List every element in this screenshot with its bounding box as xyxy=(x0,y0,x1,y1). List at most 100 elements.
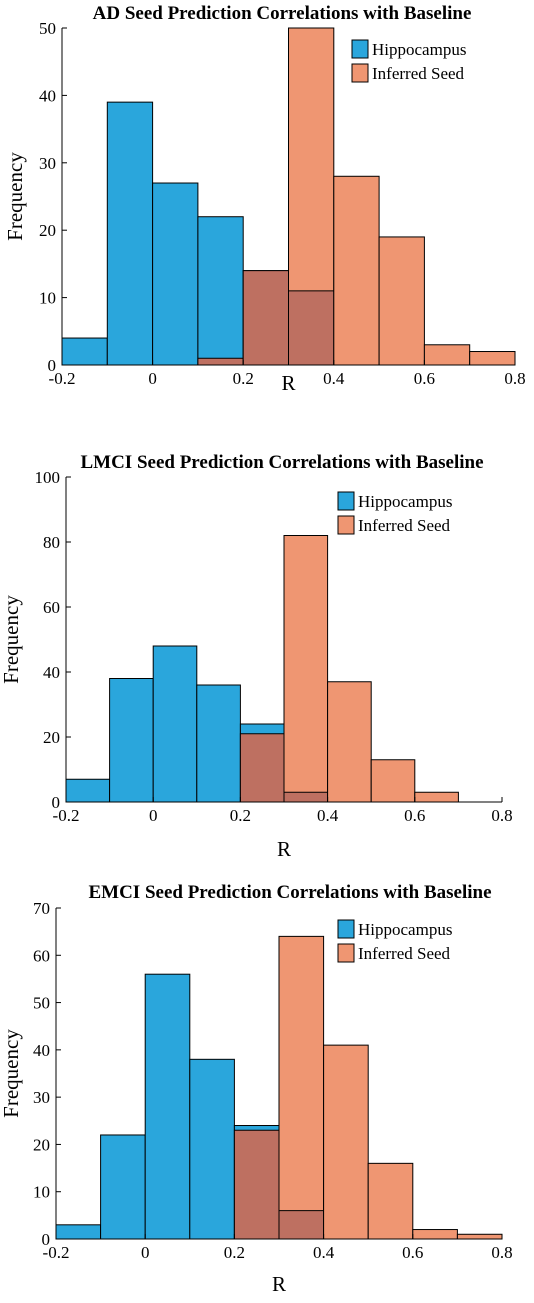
x-axis-label: R xyxy=(281,371,295,395)
overlap-bar xyxy=(278,1210,325,1240)
y-tick-label: 0 xyxy=(42,1230,51,1249)
x-tick-label: 0.8 xyxy=(504,369,525,388)
inferred-seed-bar xyxy=(423,344,471,366)
legend-swatch xyxy=(351,39,369,59)
hippocampus-bar xyxy=(152,182,199,366)
chart-title: AD Seed Prediction Correlations with Bas… xyxy=(93,3,472,24)
inferred-seed-bar xyxy=(456,1233,503,1240)
y-tick-label: 10 xyxy=(39,289,56,308)
x-tick-label: -0.2 xyxy=(53,806,80,825)
hippocampus-bar xyxy=(152,645,198,803)
x-tick-label: 0.4 xyxy=(317,806,339,825)
y-tick-label: 20 xyxy=(33,1135,50,1154)
x-tick-label: 0.6 xyxy=(402,1243,423,1262)
inferred-seed-bar xyxy=(283,535,329,803)
legend-label: Inferred Seed xyxy=(358,516,451,535)
bars xyxy=(55,935,503,1240)
x-tick-label: 0.6 xyxy=(414,369,435,388)
hippocampus-bar xyxy=(109,678,154,803)
x-tick-label: 0.2 xyxy=(230,806,251,825)
overlap-bar xyxy=(283,791,329,803)
legend-label: Hippocampus xyxy=(372,40,466,59)
y-tick-label: 30 xyxy=(39,154,56,173)
inferred-seed-bar xyxy=(327,681,372,803)
chart-title: EMCI Seed Prediction Correlations with B… xyxy=(88,882,491,903)
y-tick-label: 30 xyxy=(33,1088,50,1107)
hippocampus-bar xyxy=(189,1058,235,1240)
inferred-seed-bar xyxy=(367,1162,414,1240)
legend: Hippocampus Inferred Seed xyxy=(337,919,452,963)
y-tick-label: 0 xyxy=(48,356,57,375)
y-tick-label: 100 xyxy=(35,468,61,487)
hippocampus-bar xyxy=(144,973,191,1240)
inferred-seed-bar xyxy=(412,1229,458,1240)
hippocampus-bar xyxy=(197,216,244,366)
y-axis-label: Frequency xyxy=(3,152,27,241)
legend-swatch xyxy=(351,63,369,83)
x-tick-label: 0 xyxy=(141,1243,150,1262)
legend-swatch xyxy=(337,919,355,939)
x-tick-label: 0 xyxy=(149,806,158,825)
legend-label: Hippocampus xyxy=(358,492,452,511)
legend-swatch xyxy=(337,491,355,511)
x-axis-label: R xyxy=(277,837,291,861)
x-tick-label: 0.2 xyxy=(233,369,254,388)
legend: Hippocampus Inferred Seed xyxy=(351,39,466,83)
x-axis-label: R xyxy=(272,1272,286,1296)
y-tick-label: 40 xyxy=(39,86,56,105)
inferred-seed-bar xyxy=(278,935,325,1240)
x-tick-label: 0.4 xyxy=(313,1243,335,1262)
y-axis-label: Frequency xyxy=(0,1029,23,1118)
bars xyxy=(61,27,516,366)
legend-swatch xyxy=(337,943,355,963)
overlap-bar xyxy=(288,290,335,366)
inferred-seed-bar xyxy=(414,791,459,803)
hippocampus-bar xyxy=(196,684,241,803)
chart-title: LMCI Seed Prediction Correlations with B… xyxy=(80,452,483,473)
y-tick-label: 70 xyxy=(33,899,50,918)
overlap-bar xyxy=(242,270,289,366)
y-tick-label: 20 xyxy=(39,221,56,240)
hippocampus-bar xyxy=(61,337,108,366)
y-tick-label: 60 xyxy=(43,598,60,617)
x-tick-label: 0 xyxy=(148,369,157,388)
x-tick-label: 0.6 xyxy=(404,806,425,825)
inferred-seed-bar xyxy=(378,236,425,366)
overlap-bar xyxy=(197,357,244,366)
hippocampus-bar xyxy=(65,778,111,803)
x-tick-label: -0.2 xyxy=(43,1243,70,1262)
y-tick-label: 50 xyxy=(33,994,50,1013)
legend: Hippocampus Inferred Seed xyxy=(337,491,452,535)
x-tick-label: 0.2 xyxy=(224,1243,245,1262)
x-tick-label: -0.2 xyxy=(49,369,76,388)
bars xyxy=(65,535,459,803)
y-tick-label: 40 xyxy=(43,663,60,682)
y-tick-label: 60 xyxy=(33,946,50,965)
inferred-seed-bar xyxy=(370,759,416,803)
x-tick-label: 0.4 xyxy=(323,369,345,388)
inferred-seed-bar xyxy=(469,351,516,366)
overlap-bar xyxy=(233,1129,280,1240)
y-axis-label: Frequency xyxy=(0,595,23,684)
y-tick-label: 40 xyxy=(33,1041,50,1060)
legend-label: Inferred Seed xyxy=(358,944,451,963)
inferred-seed-bar xyxy=(323,1044,369,1240)
y-tick-label: 0 xyxy=(52,793,61,812)
y-tick-label: 50 xyxy=(39,19,56,38)
y-tick-label: 20 xyxy=(43,728,60,747)
inferred-seed-bar xyxy=(333,175,380,366)
x-tick-label: 0.8 xyxy=(491,806,512,825)
hippocampus-bar xyxy=(106,101,154,366)
hippocampus-bar xyxy=(100,1134,146,1240)
legend-label: Inferred Seed xyxy=(372,64,465,83)
hippocampus-bar xyxy=(55,1224,102,1240)
y-tick-label: 80 xyxy=(43,533,60,552)
y-tick-label: 10 xyxy=(33,1183,50,1202)
legend-swatch xyxy=(337,515,355,535)
overlap-bar xyxy=(239,733,285,803)
